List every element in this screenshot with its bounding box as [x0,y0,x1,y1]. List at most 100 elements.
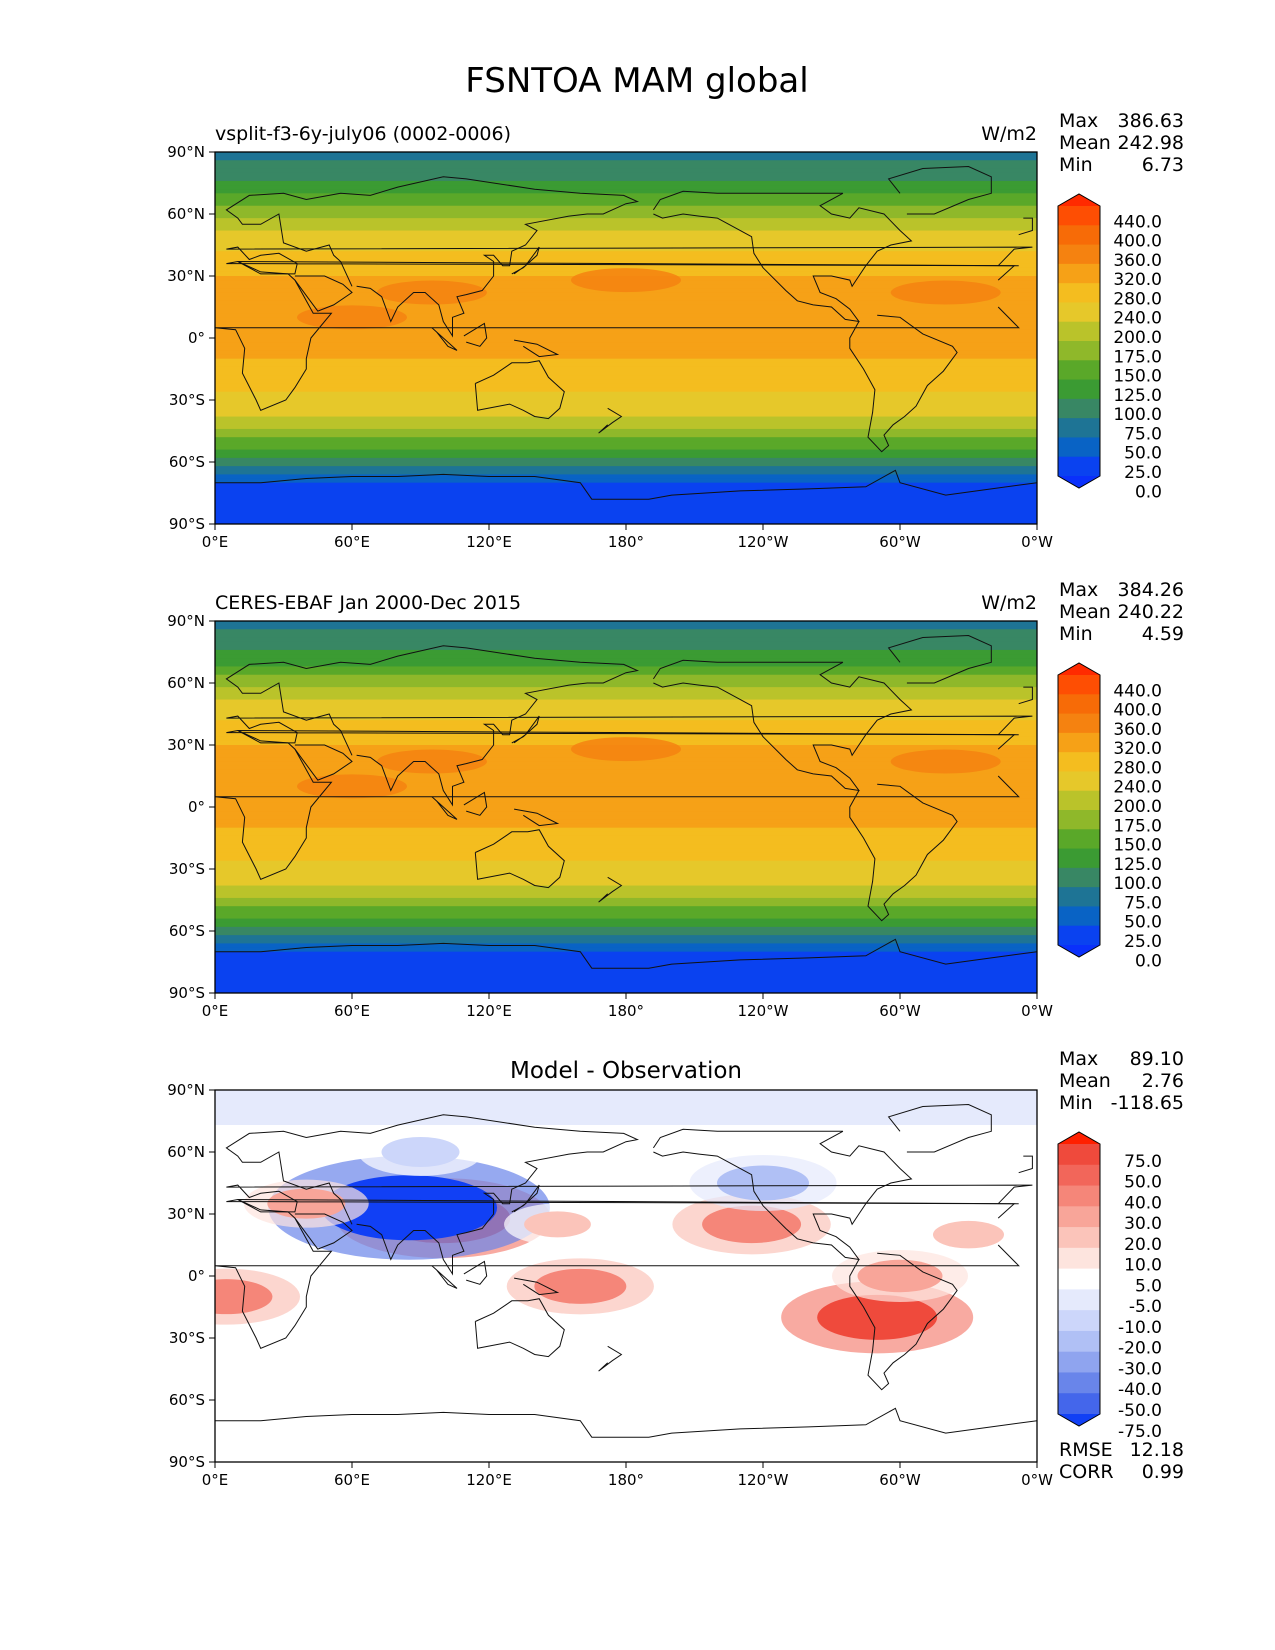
contour-band [215,317,1037,323]
colorbar-segment [1058,341,1100,361]
y-tick-label: 90°S [169,1453,205,1471]
contour-band [215,815,1037,820]
colorbar-extend-top [1058,663,1100,675]
contour-band [215,180,1037,186]
contour-band [215,168,1037,174]
contour-band [215,342,1037,347]
stat-value: 89.10 [1130,1048,1184,1070]
contour-band [215,358,1037,364]
contour-band [215,247,1037,252]
colorbar-label: 175.0 [1113,816,1162,836]
contour-band [215,263,1037,269]
contour-band [215,259,1037,265]
map-field [215,152,1037,524]
contour-band [215,470,1037,475]
x-tick-label: 60°W [879,1002,921,1020]
contour-band [215,486,1037,492]
x-tick-label: 180° [608,1471,644,1489]
contour-band [215,678,1037,684]
stat-value: 242.98 [1118,132,1184,154]
colorbar: 440.0400.0360.0320.0280.0240.0200.0175.0… [1057,662,1162,971]
colorbar-label: -75.0 [1118,1422,1162,1442]
colorbar-label: 400.0 [1113,701,1162,721]
contour-band [215,654,1037,659]
colorbar-segment [1058,225,1100,246]
colorbar-label: 400.0 [1113,232,1162,252]
contour-band [215,338,1037,343]
contour-band [215,234,1037,240]
stat-value: 384.26 [1118,579,1184,601]
coastline [1018,217,1033,236]
contour-band [215,515,1037,521]
colorbar-label: 25.0 [1124,932,1162,952]
colorbar-segment [1058,437,1100,458]
colorbar-segment [1058,1330,1100,1353]
contour-band [215,658,1037,663]
stat-label: Mean [1059,1070,1111,1092]
contour-band [215,732,1037,738]
colorbar-segment [1058,1247,1100,1270]
contour-band [215,408,1037,413]
contour-band [215,703,1037,709]
coastline [652,190,913,323]
colorbar-segment [1058,1185,1100,1207]
coastline [226,246,1033,275]
colorbar-label: 30.0 [1124,1214,1162,1234]
colorbar-label: 75.0 [1124,1152,1162,1172]
coastline [514,808,560,827]
y-tick-label: 30°N [167,736,205,754]
colorbar-label: 0.0 [1135,951,1162,971]
colorbar-segment [1058,283,1100,303]
y-tick-label: 0° [188,329,205,347]
anomaly-core [524,1211,591,1238]
stat-label: CORR [1059,1461,1114,1483]
x-tick-label: 0°W [1021,533,1053,551]
contour-band [215,625,1037,630]
stat-value: -118.65 [1111,1092,1184,1114]
contour-band [215,761,1037,767]
anomaly-core [933,1220,1004,1249]
anomaly-core [381,1137,460,1167]
contour-band [215,321,1037,327]
contour-band [215,222,1037,227]
contour-band [215,906,1037,911]
coastline [652,1128,913,1261]
contour-band [215,877,1037,882]
coastline [598,876,623,903]
contour-band [215,251,1037,256]
coastline [225,1114,640,1276]
coastline [887,1103,992,1153]
y-tick-label: 90°S [169,984,205,1002]
colorbar-label: -50.0 [1118,1401,1162,1421]
contour-band [215,433,1037,438]
coastline [511,246,540,275]
contour-band [215,462,1037,467]
coastline [294,275,353,312]
contour-patch [571,268,681,293]
contour-patch [890,749,1001,774]
contour-band [215,914,1037,920]
colorbar-label: 320.0 [1113,270,1162,290]
colorbar-label: 320.0 [1113,739,1162,759]
contour-band [215,831,1037,837]
coastline [431,1265,458,1289]
contour-band [215,699,1037,705]
colorbar-label: 240.0 [1113,778,1162,798]
panel-title: CERES-EBAF Jan 2000-Dec 2015 [215,592,521,614]
contour-band [215,350,1037,356]
panel-units: W/m2 [981,123,1037,145]
contour-band [215,329,1037,335]
contour-band [215,897,1037,903]
colorbar-segment [1058,848,1100,869]
contour-band [215,156,1037,161]
contour-band [215,387,1037,393]
colorbar-label: 50.0 [1124,1173,1162,1193]
contour-band [215,889,1037,895]
coastline [215,938,1037,969]
contour-band [215,478,1037,484]
contour-band [215,255,1037,261]
colorbar-segment [1058,1206,1100,1228]
x-tick-label: 60°E [334,533,370,551]
map-field [215,1090,1037,1462]
